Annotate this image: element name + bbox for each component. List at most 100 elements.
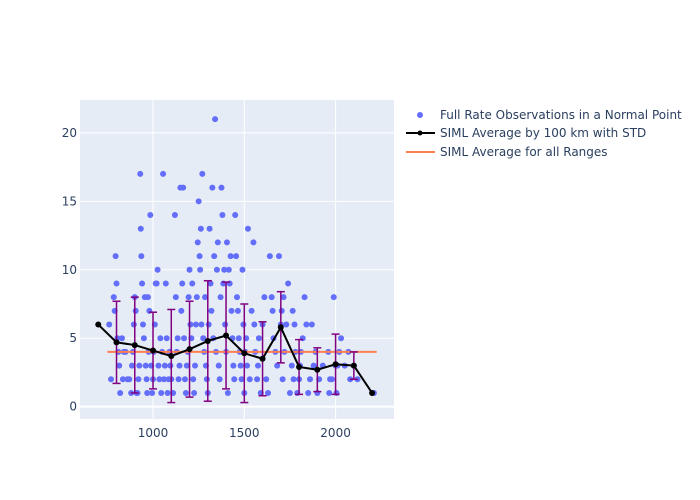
scatter-point <box>218 184 225 191</box>
scatter-point <box>239 266 246 273</box>
scatter-point <box>183 362 190 369</box>
scatter-point <box>238 376 245 383</box>
scatter-point <box>286 389 293 396</box>
scatter-point <box>305 389 312 396</box>
scatter-point <box>190 376 197 383</box>
x-tick-label: 1000 <box>138 426 169 440</box>
scatter-point <box>263 376 270 383</box>
average-point <box>168 353 175 360</box>
scatter-point <box>139 321 146 328</box>
scatter-point <box>195 198 202 205</box>
scatter-point <box>233 253 240 260</box>
legend-item-scatter[interactable]: Full Rate Observations in a Normal Point <box>417 108 682 122</box>
scatter-point <box>228 307 235 314</box>
scatter-point <box>106 321 113 328</box>
scatter-point <box>215 362 222 369</box>
average-point <box>95 321 102 328</box>
y-tick-label: 15 <box>62 194 77 208</box>
average-point <box>277 324 284 331</box>
scatter-point <box>274 362 281 369</box>
scatter-point <box>156 376 163 383</box>
average-point <box>296 363 303 370</box>
scatter-point <box>285 280 292 287</box>
scatter-point <box>217 294 224 301</box>
scatter-point <box>149 389 156 396</box>
legend-swatch-scatter <box>417 112 423 118</box>
y-tick-label: 5 <box>69 331 77 345</box>
legend-item-line[interactable]: SIML Average by 100 km with STD <box>406 126 646 140</box>
scatter-point <box>189 280 196 287</box>
scatter-point <box>153 280 160 287</box>
scatter-point <box>130 321 137 328</box>
scatter-point <box>288 362 295 369</box>
scatter-point <box>137 225 144 232</box>
scatter-point <box>279 376 286 383</box>
scatter-point <box>275 253 282 260</box>
scatter-point <box>158 389 165 396</box>
scatter-point <box>144 294 151 301</box>
scatter-point <box>225 266 232 273</box>
legend-label-scatter: Full Rate Observations in a Normal Point <box>440 108 682 122</box>
scatter-point <box>244 362 251 369</box>
scatter-point <box>198 321 205 328</box>
scatter-point <box>227 253 234 260</box>
scatter-point <box>196 253 203 260</box>
scatter-point <box>176 362 183 369</box>
scatter-point <box>129 362 136 369</box>
scatter-point <box>326 389 333 396</box>
average-point <box>241 350 248 357</box>
scatter-point <box>255 335 262 342</box>
x-tick-label: 1500 <box>229 426 260 440</box>
average-point <box>369 389 376 396</box>
scatter-point <box>310 362 317 369</box>
scatter-point <box>137 170 144 177</box>
scatter-point <box>199 170 206 177</box>
scatter-point <box>174 335 181 342</box>
scatter-point <box>157 335 164 342</box>
scatter-point <box>143 376 150 383</box>
scatter-point <box>223 239 230 246</box>
scatter-point <box>280 294 287 301</box>
scatter-point <box>232 212 239 219</box>
scatter-point <box>224 389 231 396</box>
scatter-point <box>135 376 142 383</box>
scatter-point <box>160 376 167 383</box>
scatter-point <box>209 184 216 191</box>
scatter-point <box>182 389 189 396</box>
scatter-point <box>235 335 242 342</box>
average-point <box>150 347 157 354</box>
scatter-point <box>180 184 187 191</box>
scatter-point <box>117 389 124 396</box>
scatter-point <box>179 280 186 287</box>
scatter-point <box>181 376 188 383</box>
scatter-point <box>202 294 209 301</box>
scatter-point <box>119 376 126 383</box>
scatter-point <box>214 239 221 246</box>
scatter-point <box>269 307 276 314</box>
average-point <box>332 361 339 368</box>
scatter-point <box>116 362 123 369</box>
scatter-point <box>163 335 170 342</box>
axis-ticks: 1000 1500 2000 0 5 10 15 20 <box>62 126 351 440</box>
average-point <box>314 366 321 373</box>
scatter-point <box>132 307 139 314</box>
scatter-point <box>248 307 255 314</box>
scatter-point <box>307 376 314 383</box>
y-tick-label: 20 <box>62 126 77 140</box>
scatter-point <box>142 362 149 369</box>
scatter-point <box>211 253 218 260</box>
y-tick-label: 0 <box>69 400 77 414</box>
scatter-point <box>172 294 179 301</box>
y-tick-label: 10 <box>62 263 77 277</box>
scatter-point <box>154 266 161 273</box>
scatter-point <box>178 307 185 314</box>
scatter-point <box>200 335 207 342</box>
legend-item-average[interactable]: SIML Average for all Ranges <box>406 145 608 159</box>
scatter-point <box>110 294 117 301</box>
average-point <box>259 355 266 362</box>
scatter-point <box>261 294 268 301</box>
scatter-point <box>231 376 238 383</box>
legend-label-line: SIML Average by 100 km with STD <box>440 126 646 140</box>
scatter-point <box>234 294 240 301</box>
